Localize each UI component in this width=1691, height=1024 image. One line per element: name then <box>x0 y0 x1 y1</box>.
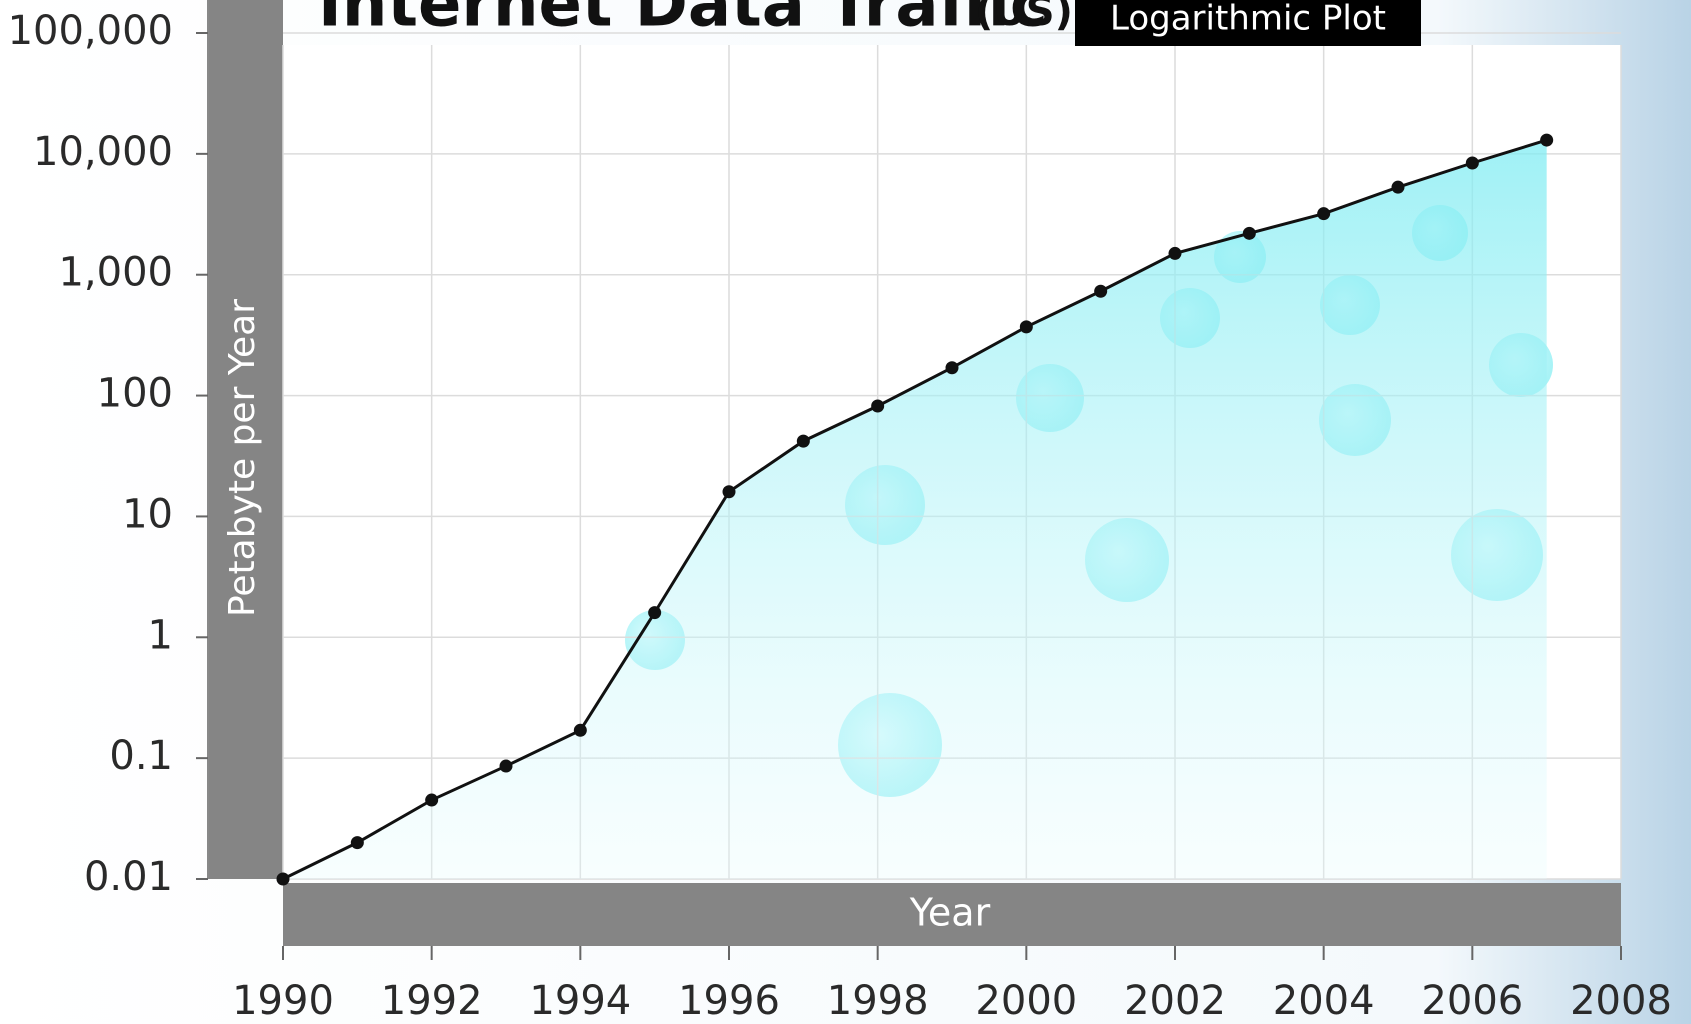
data-point <box>1317 207 1331 221</box>
data-point <box>1242 226 1256 240</box>
x-tick-label: 1994 <box>529 978 631 1024</box>
y-axis-label: Petabyte per Year <box>222 299 263 617</box>
x-tick-label: 1998 <box>827 978 929 1024</box>
annotation-box <box>1075 0 1421 46</box>
data-point <box>648 606 662 620</box>
data-point <box>1391 180 1405 194</box>
y-tick-label: 1 <box>148 612 173 658</box>
data-point <box>350 836 364 850</box>
data-point <box>871 399 885 413</box>
data-point <box>796 434 810 448</box>
x-tick-label: 1990 <box>232 978 334 1024</box>
data-point <box>499 759 513 773</box>
x-axis-label: Year <box>909 891 991 935</box>
data-point <box>425 793 439 807</box>
plot <box>282 32 1622 880</box>
chart-subtitle: (US) <box>975 0 1073 35</box>
area-fill <box>283 140 1547 879</box>
data-point <box>1168 246 1182 260</box>
x-tick-label: 1996 <box>678 978 780 1024</box>
data-point <box>1540 133 1554 147</box>
annotation: Logarithmic Plot <box>1110 0 1386 39</box>
chart-title: Internet Data Traffic <box>318 0 1048 42</box>
y-tick-label: 0.01 <box>84 854 173 900</box>
y-tick-label: 1,000 <box>58 250 173 296</box>
y-tick-label: 100,000 <box>8 8 173 54</box>
x-tick-label: 2004 <box>1273 978 1375 1024</box>
x-tick-label: 2006 <box>1421 978 1523 1024</box>
data-point <box>276 872 290 886</box>
data-point <box>945 361 959 375</box>
x-tick-label: 2008 <box>1570 978 1672 1024</box>
data-point <box>722 485 736 499</box>
y-tick-label: 100 <box>97 371 173 417</box>
y-tick-label: 0.1 <box>109 733 173 779</box>
y-axis-band <box>208 0 283 879</box>
data-point <box>1094 284 1108 298</box>
y-tick-label: 10 <box>122 491 173 537</box>
data-point <box>1019 320 1033 334</box>
x-tick-label: 2000 <box>975 978 1077 1024</box>
x-axis-band <box>283 883 1621 946</box>
y-tick-label: 10,000 <box>33 129 173 175</box>
x-tick-label: 1992 <box>381 978 483 1024</box>
x-tick-label: 2002 <box>1124 978 1226 1024</box>
data-point <box>1465 156 1479 170</box>
data-point <box>573 723 587 737</box>
series-line <box>282 138 1548 881</box>
